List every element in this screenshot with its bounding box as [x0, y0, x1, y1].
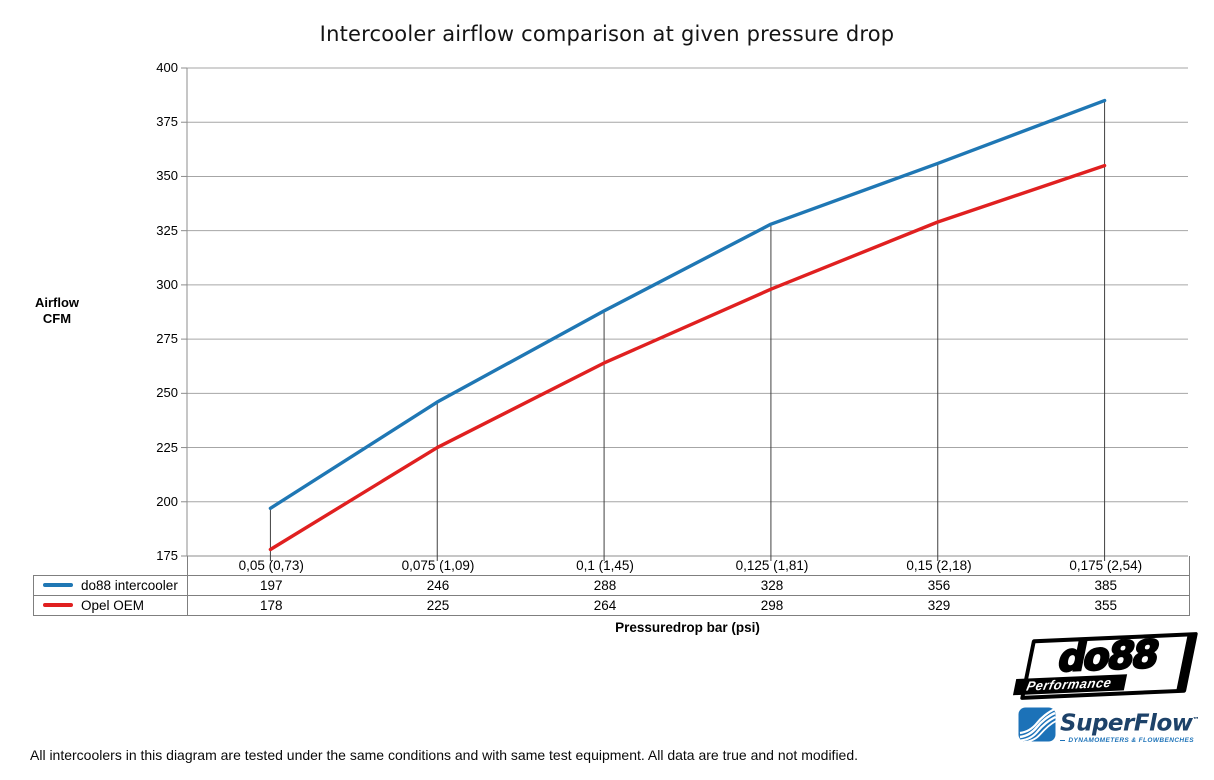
- y-tick-label: 175: [156, 548, 178, 563]
- series-line-do88-intercooler: [268, 98, 1107, 510]
- trademark-symbol: ™: [1192, 716, 1200, 724]
- superflow-logo: SuperFlow™ DYNAMOMETERS & FLOWBENCHES: [1018, 705, 1199, 749]
- value-cell: 329: [855, 595, 1023, 616]
- value-cell: 246: [354, 575, 522, 596]
- value-cell: 197: [187, 575, 355, 596]
- y-tick-label: 325: [156, 222, 178, 238]
- y-tick-label: 350: [156, 168, 178, 184]
- value-cell: 355: [1022, 595, 1190, 616]
- do88-logo: do88 Performance: [1012, 631, 1199, 700]
- x-axis-title: Pressuredrop bar (psi): [615, 620, 760, 635]
- value-cell: 385: [1022, 575, 1190, 596]
- footer-disclaimer: All intercoolers in this diagram are tes…: [30, 747, 859, 763]
- y-axis-label-line2: CFM: [42, 311, 72, 326]
- x-axis-labels-row: 0,05 (0,73) 0,075 (1,09) 0,1 (1,45) 0,125 (…: [34, 556, 1190, 576]
- y-tick-label: 200: [156, 493, 178, 509]
- chart-title: Intercooler airflow comparison at given …: [319, 22, 895, 46]
- y-tick-label: 250: [156, 385, 178, 401]
- superflow-text-block: SuperFlow™ DYNAMOMETERS & FLOWBENCHES: [1060, 707, 1199, 744]
- value-cell: 178: [187, 595, 355, 616]
- legend-cell: do88 intercooler: [33, 575, 188, 596]
- y-tick-label: 275: [156, 331, 178, 347]
- superflow-tagline-rule: [1060, 739, 1066, 741]
- x-tick-label: 0,05 (0,73): [187, 556, 355, 576]
- legend-line-swatch: [43, 583, 73, 588]
- legend-line-swatch: [43, 603, 73, 608]
- y-tick-label: 400: [156, 60, 178, 75]
- x-tick-label: 0,1 (1,45): [521, 556, 689, 576]
- value-cell: 356: [855, 575, 1023, 596]
- legend-series-name: do88 intercooler: [81, 578, 178, 593]
- superflow-wave-icon: [1018, 707, 1056, 743]
- x-tick-label: 0,15 (2,18): [855, 556, 1023, 576]
- value-cell: 288: [521, 575, 689, 596]
- y-axis-label-line1: Airflow: [34, 295, 80, 310]
- data-table: 0,05 (0,73) 0,075 (1,09) 0,1 (1,45) 0,125 (…: [33, 556, 1190, 616]
- do88-logo-text: do88: [1053, 631, 1162, 682]
- value-cell: 298: [688, 595, 856, 616]
- x-tick-label: 0,075 (1,09): [354, 556, 522, 576]
- series-line-opel-oem: [268, 163, 1107, 552]
- value-cell: 328: [688, 575, 856, 596]
- superflow-tagline: DYNAMOMETERS & FLOWBENCHES: [1068, 736, 1194, 744]
- legend-series-name: Opel OEM: [81, 598, 145, 613]
- y-tick-label: 300: [156, 276, 178, 292]
- table-row-do88-intercooler: do88 intercooler 197 246 288 328 356 385: [33, 575, 1190, 596]
- value-cell: 264: [521, 595, 689, 616]
- y-tick-label: 225: [156, 439, 178, 455]
- table-row-opel-oem: Opel OEM 178 225 264 298 329 355: [33, 595, 1190, 616]
- table-corner-blank: [34, 556, 188, 576]
- x-tick-label: 0,125 (1,81): [688, 556, 856, 576]
- y-axis-label: Airflow CFM: [26, 295, 88, 327]
- plot-area: [181, 67, 1188, 561]
- legend-cell: Opel OEM: [33, 595, 188, 616]
- superflow-logo-text: SuperFlow™: [1060, 710, 1199, 737]
- x-tick-label: 0,175 (2,54): [1022, 556, 1190, 576]
- y-tick-label: 375: [156, 114, 178, 130]
- value-cell: 225: [354, 595, 522, 616]
